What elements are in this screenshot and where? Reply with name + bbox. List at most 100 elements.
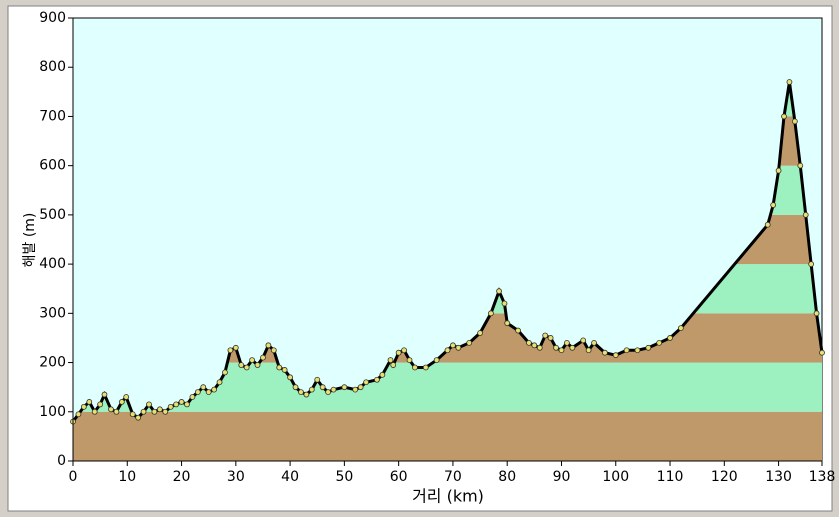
profile-point bbox=[101, 391, 108, 398]
y-tick-label: 600 bbox=[39, 158, 66, 174]
profile-point bbox=[216, 379, 223, 386]
profile-point bbox=[808, 261, 815, 268]
profile-point bbox=[797, 162, 804, 169]
profile-point bbox=[501, 300, 508, 307]
profile-point bbox=[433, 357, 440, 363]
profile-point bbox=[314, 376, 321, 383]
x-tick-label: 100 bbox=[602, 469, 629, 485]
profile-point bbox=[412, 364, 418, 371]
profile-point bbox=[205, 389, 212, 395]
profile-point bbox=[488, 310, 494, 317]
profile-point bbox=[395, 349, 402, 356]
x-axis-label: 거리 (km) bbox=[412, 487, 484, 506]
x-tick-label: 70 bbox=[444, 469, 462, 485]
profile-point bbox=[477, 330, 483, 336]
profile-point bbox=[634, 347, 641, 354]
profile-point bbox=[146, 401, 152, 408]
profile-point bbox=[238, 362, 245, 368]
profile-point bbox=[287, 374, 294, 381]
profile-point bbox=[254, 362, 261, 368]
y-tick-label: 800 bbox=[39, 59, 66, 75]
profile-point bbox=[140, 408, 147, 415]
profile-point bbox=[536, 344, 543, 351]
profile-point bbox=[330, 386, 337, 393]
profile-point bbox=[189, 394, 196, 400]
profile-point bbox=[531, 342, 538, 349]
profile-point bbox=[80, 403, 87, 410]
profile-point bbox=[352, 386, 359, 393]
profile-point bbox=[764, 221, 771, 228]
profile-point bbox=[786, 79, 793, 85]
x-tick-label: 40 bbox=[281, 469, 299, 485]
profile-point bbox=[265, 342, 272, 349]
profile-point bbox=[656, 339, 663, 346]
profile-point bbox=[341, 384, 348, 391]
x-tick-label: 60 bbox=[390, 469, 408, 485]
profile-point bbox=[601, 349, 608, 356]
profile-point bbox=[184, 401, 190, 408]
profile-point bbox=[227, 347, 234, 354]
x-tick-label: 90 bbox=[553, 469, 571, 485]
profile-point bbox=[319, 384, 326, 391]
profile-point bbox=[129, 411, 136, 418]
profile-point bbox=[194, 389, 201, 395]
x-tick-label: 0 bbox=[69, 469, 78, 485]
profile-point bbox=[444, 347, 451, 354]
profile-point bbox=[156, 406, 163, 413]
profile-point bbox=[108, 406, 114, 413]
profile-point bbox=[222, 369, 228, 376]
x-tick-label: 50 bbox=[335, 469, 353, 485]
x-tick-label: 138 bbox=[809, 469, 836, 485]
profile-point bbox=[260, 354, 266, 361]
profile-point bbox=[526, 339, 532, 346]
profile-point bbox=[387, 357, 394, 363]
profile-point bbox=[249, 357, 256, 363]
profile-point bbox=[118, 399, 125, 405]
profile-point bbox=[612, 352, 619, 359]
y-tick-label: 500 bbox=[39, 207, 66, 223]
profile-point bbox=[591, 339, 597, 346]
y-tick-label: 900 bbox=[39, 10, 66, 26]
profile-point bbox=[775, 167, 782, 174]
profile-point bbox=[113, 408, 120, 415]
y-tick-label: 100 bbox=[39, 404, 66, 420]
profile-point bbox=[178, 399, 185, 405]
profile-point bbox=[75, 411, 82, 418]
profile-point bbox=[97, 401, 104, 408]
profile-point bbox=[363, 379, 369, 386]
y-tick-label: 700 bbox=[39, 108, 66, 124]
profile-point bbox=[162, 408, 169, 415]
profile-point bbox=[86, 399, 93, 405]
profile-point bbox=[422, 364, 429, 371]
profile-point bbox=[770, 202, 777, 208]
profile-point bbox=[211, 386, 218, 393]
profile-point bbox=[667, 335, 673, 341]
profile-point bbox=[151, 408, 158, 415]
x-tick-label: 30 bbox=[227, 469, 245, 485]
profile-point bbox=[623, 347, 630, 354]
profile-point bbox=[813, 310, 820, 317]
profile-point bbox=[292, 384, 299, 391]
profile-point bbox=[173, 401, 180, 408]
profile-point bbox=[496, 288, 502, 295]
x-tick-label: 110 bbox=[657, 469, 684, 485]
profile-point bbox=[200, 384, 207, 391]
profile-point bbox=[135, 414, 142, 421]
profile-point bbox=[374, 376, 380, 383]
profile-point bbox=[553, 344, 559, 351]
profile-point bbox=[270, 347, 277, 354]
x-tick-label: 120 bbox=[711, 469, 738, 485]
profile-point bbox=[645, 344, 652, 351]
y-axis-label: 해발 (m) bbox=[22, 213, 38, 268]
profile-point bbox=[406, 357, 413, 363]
profile-point bbox=[243, 364, 250, 371]
profile-point bbox=[91, 408, 98, 415]
profile-point bbox=[357, 384, 364, 391]
profile-point bbox=[379, 371, 386, 378]
profile-point bbox=[281, 367, 288, 373]
profile-point bbox=[819, 349, 825, 356]
profile-point bbox=[276, 364, 283, 371]
profile-point bbox=[466, 339, 473, 346]
profile-point bbox=[504, 320, 511, 327]
profile-point bbox=[123, 394, 130, 400]
